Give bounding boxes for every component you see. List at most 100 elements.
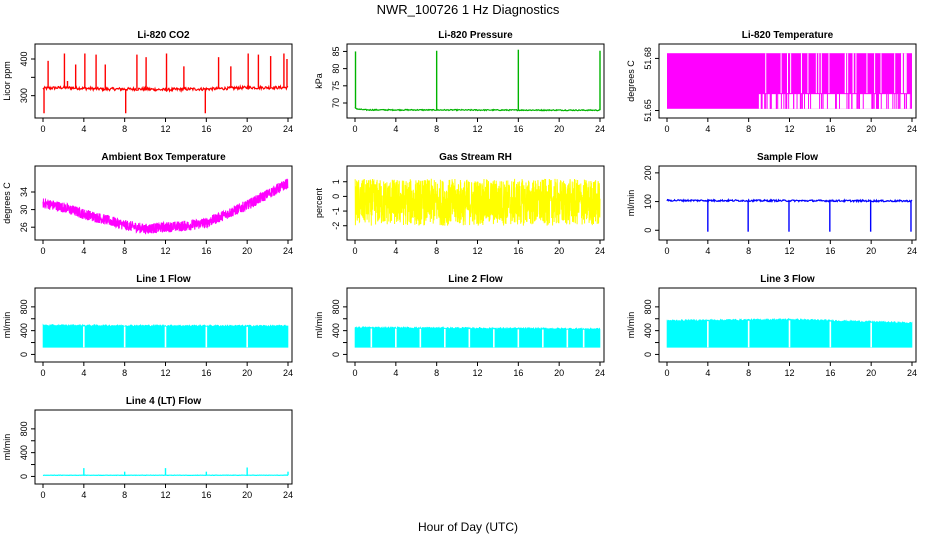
x-tick-label: 8 <box>122 490 127 500</box>
x-tick-label: 16 <box>201 368 211 378</box>
series-gap <box>83 326 85 348</box>
series-gap <box>542 329 544 348</box>
y-tick-label: 400 <box>19 445 29 460</box>
plot-frame <box>658 165 917 241</box>
x-tick-label: 4 <box>705 124 710 134</box>
plot-frame <box>346 43 605 119</box>
panel-4: Ambient Box Temperature degrees C 0 4 8 12 16 2… <box>2 152 293 256</box>
panel-title: Line 3 Flow <box>760 274 815 285</box>
y-tick-label: 800 <box>19 421 29 436</box>
series-gap <box>246 326 248 348</box>
y-tick-label: 26 <box>19 222 29 232</box>
x-tick-label: 0 <box>352 124 357 134</box>
x-tick-label: 24 <box>283 368 293 378</box>
x-tick-label: 4 <box>393 368 398 378</box>
x-tick-label: 16 <box>513 368 523 378</box>
plot-frame <box>34 43 293 119</box>
series-8 <box>354 325 601 348</box>
figure-x-axis-label: Hour of Day (UTC) <box>418 520 518 534</box>
series-gap <box>493 329 495 348</box>
x-tick-label: 16 <box>825 368 835 378</box>
y-tick-label: -1 <box>331 207 341 215</box>
series-line <box>354 107 601 112</box>
panel-title: Line 2 Flow <box>448 274 503 285</box>
series-gap <box>582 329 585 348</box>
y-tick-label: 200 <box>643 165 653 180</box>
y-axis-label: percent <box>314 187 324 218</box>
x-tick-label: 8 <box>434 246 439 256</box>
x-tick-label: 16 <box>201 124 211 134</box>
series-10 <box>42 467 289 477</box>
x-tick-label: 12 <box>472 368 482 378</box>
panel-6: Sample Flow ml/min 0 4 8 12 16 20 24 0 100 200 <box>626 152 917 256</box>
x-tick-label: 8 <box>746 124 751 134</box>
panel-title: Li-820 Pressure <box>438 30 513 41</box>
x-tick-label: 4 <box>81 246 86 256</box>
y-tick-label: -2 <box>331 222 341 230</box>
x-tick-label: 20 <box>242 368 252 378</box>
series-1 <box>42 53 289 114</box>
series-line <box>354 178 601 226</box>
series-line <box>42 84 289 93</box>
series-gap <box>205 326 208 348</box>
y-tick-label: 85 <box>331 46 341 56</box>
x-tick-label: 8 <box>122 124 127 134</box>
x-tick-label: 4 <box>393 246 398 256</box>
x-tick-label: 16 <box>513 124 523 134</box>
x-tick-label: 24 <box>907 368 917 378</box>
panel-title: Ambient Box Temperature <box>101 152 226 163</box>
figure-title: NWR_100726 1 Hz Diagnostics <box>377 2 560 17</box>
y-tick-label: 0 <box>19 474 29 479</box>
x-tick-label: 20 <box>242 490 252 500</box>
plot-frame <box>346 165 605 241</box>
x-tick-label: 20 <box>554 124 564 134</box>
y-tick-label: 80 <box>331 64 341 74</box>
y-tick-label: 0 <box>643 352 653 357</box>
y-tick-label: 400 <box>19 51 29 66</box>
y-tick-label: 70 <box>331 98 341 108</box>
panel-3: Li-820 Temperature degrees C 0 4 8 12 16 20 24 51… <box>626 30 917 134</box>
y-tick-label: 300 <box>19 88 29 103</box>
x-tick-label: 12 <box>160 368 170 378</box>
series-band <box>354 325 601 348</box>
series-3 <box>667 53 912 109</box>
plot-frame <box>34 409 293 485</box>
y-tick-label: 1 <box>331 179 341 184</box>
x-tick-label: 24 <box>907 246 917 256</box>
x-tick-label: 16 <box>201 490 211 500</box>
panel-title: Line 4 (LT) Flow <box>126 396 202 407</box>
panel-1: Li-820 CO2 Licor ppm 0 4 8 12 16 20 24 300 400 <box>2 30 293 134</box>
y-tick-label: 30 <box>19 205 29 215</box>
x-tick-label: 4 <box>81 124 86 134</box>
y-tick-label: 51.65 <box>643 99 653 122</box>
x-tick-label: 8 <box>434 124 439 134</box>
x-tick-label: 0 <box>352 246 357 256</box>
y-axis-label: kPa <box>314 73 324 89</box>
x-tick-label: 12 <box>160 124 170 134</box>
y-tick-label: 400 <box>19 323 29 338</box>
series-gap <box>829 321 832 348</box>
series-gap <box>164 326 167 348</box>
plot-frame <box>34 165 293 241</box>
y-tick-label: 0 <box>19 352 29 357</box>
panel-title: Gas Stream RH <box>439 152 512 163</box>
x-tick-label: 0 <box>664 246 669 256</box>
x-tick-label: 12 <box>784 246 794 256</box>
y-tick-label: 34 <box>19 187 29 197</box>
y-tick-label: 800 <box>643 299 653 314</box>
x-tick-label: 0 <box>40 490 45 500</box>
series-4 <box>42 178 289 235</box>
x-tick-label: 8 <box>122 368 127 378</box>
series-gap <box>707 321 709 348</box>
series-gap <box>468 329 471 348</box>
panel-title: Line 1 Flow <box>136 274 191 285</box>
x-tick-label: 0 <box>352 368 357 378</box>
x-tick-label: 8 <box>434 368 439 378</box>
x-tick-label: 0 <box>40 124 45 134</box>
y-axis-label: degrees C <box>626 60 636 102</box>
panel-7: Line 1 Flow ml/min 0 4 8 12 16 20 24 0 400 800 <box>2 274 293 378</box>
plot-frame <box>658 43 917 119</box>
